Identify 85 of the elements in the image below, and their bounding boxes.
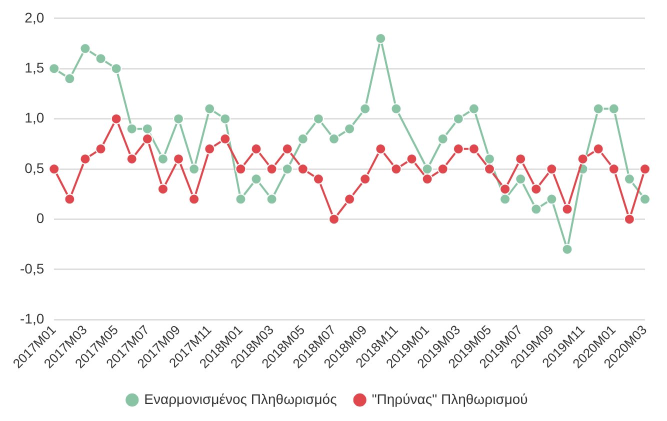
point (608, 103, 620, 114)
point (173, 153, 184, 164)
point (48, 164, 60, 175)
point (500, 194, 511, 205)
point (48, 63, 60, 74)
point (126, 123, 138, 134)
point (110, 63, 122, 74)
y-tick-label: -0,5 (20, 260, 44, 276)
point (64, 73, 76, 84)
point (452, 143, 464, 154)
point (297, 164, 308, 175)
y-tick-label: 0 (36, 210, 44, 226)
point (266, 164, 278, 175)
point (468, 143, 480, 154)
point (640, 164, 650, 175)
point (188, 194, 200, 205)
legend-label: "Πηρύνας" Πληθωρισμού (372, 390, 528, 407)
point (375, 143, 386, 154)
point (515, 174, 526, 185)
point (204, 143, 216, 154)
point (390, 164, 402, 175)
point (592, 103, 604, 114)
point (142, 133, 153, 144)
point (468, 103, 480, 114)
point (437, 164, 448, 175)
point (220, 113, 231, 124)
legend-label: Εναρμονισμένος Πληθωρισμός (144, 390, 338, 407)
point (64, 194, 76, 205)
point (515, 153, 526, 164)
point (546, 194, 558, 205)
y-tick-label: -1,0 (20, 310, 44, 326)
point (126, 153, 138, 164)
point (80, 43, 91, 54)
point (592, 143, 604, 154)
point (375, 32, 386, 44)
y-tick-label: 1,5 (24, 59, 44, 76)
point (312, 113, 324, 124)
point (220, 133, 231, 144)
point (95, 53, 106, 64)
point (344, 123, 356, 134)
point (282, 143, 293, 154)
point (157, 153, 168, 164)
point (110, 113, 122, 124)
point (312, 174, 324, 185)
point (624, 214, 635, 225)
point (422, 164, 433, 175)
point (608, 164, 620, 175)
point (328, 133, 340, 144)
point (640, 194, 650, 205)
point (530, 184, 542, 195)
point (406, 153, 418, 164)
point (188, 164, 200, 175)
point (562, 204, 573, 215)
point (437, 133, 448, 144)
y-tick-label: 1,0 (24, 110, 44, 126)
point (546, 164, 558, 175)
point (328, 214, 340, 225)
point (390, 103, 402, 114)
y-tick-label: 0,5 (24, 160, 44, 176)
point (157, 184, 168, 195)
point (142, 123, 153, 134)
point (360, 174, 371, 185)
point (235, 194, 246, 205)
point (250, 174, 262, 185)
point (530, 204, 542, 215)
point (204, 103, 216, 114)
point (484, 153, 496, 164)
point (282, 164, 293, 175)
point (500, 184, 511, 195)
point (452, 113, 464, 124)
point (173, 113, 184, 124)
point (297, 133, 308, 144)
point (95, 143, 106, 154)
point (562, 244, 573, 255)
y-tick-label: 2,0 (24, 9, 44, 26)
point (235, 164, 246, 175)
point (484, 164, 496, 175)
point (344, 194, 356, 205)
point (577, 153, 588, 164)
point (624, 174, 635, 185)
point (250, 143, 262, 154)
point (360, 103, 371, 114)
point (80, 153, 91, 164)
point (266, 194, 278, 205)
point (422, 174, 433, 185)
